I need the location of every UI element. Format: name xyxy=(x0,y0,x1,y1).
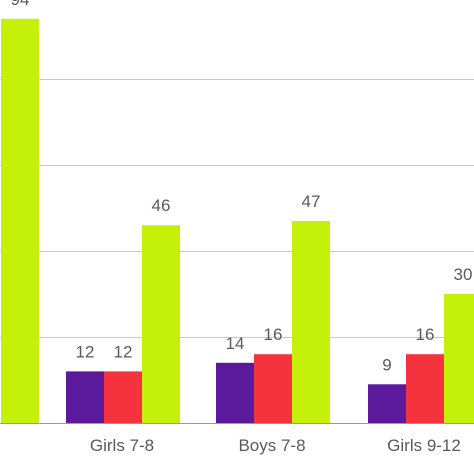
bar-series3-2 xyxy=(292,220,330,423)
bars xyxy=(1,18,474,424)
value-label-series2-1: 12 xyxy=(114,342,133,361)
bar-series2-2 xyxy=(254,354,292,423)
bar-series2-1 xyxy=(104,371,142,423)
bar-series2-3 xyxy=(406,354,444,423)
value-label-series1-1: 12 xyxy=(76,342,95,361)
category-label-3: Girls 9-12 xyxy=(387,436,461,455)
value-label-series2-2: 16 xyxy=(264,325,283,344)
value-label-series3-0: 94 xyxy=(11,0,30,9)
value-label-series3-3: 30 xyxy=(454,265,473,284)
bar-series3-0 xyxy=(1,18,39,424)
value-label-series1-3: 9 xyxy=(382,355,391,374)
gridlines xyxy=(0,79,474,424)
bar-series1-1 xyxy=(66,371,104,423)
value-label-series1-2: 14 xyxy=(226,334,245,353)
category-label-1: Girls 7-8 xyxy=(90,436,154,455)
bar-series3-3 xyxy=(444,294,474,423)
bar-series1-2 xyxy=(216,362,254,423)
category-label-2: Boys 7-8 xyxy=(238,436,305,455)
bar-series1-3 xyxy=(368,384,406,423)
value-label-series3-1: 46 xyxy=(152,196,171,215)
bar-series3-1 xyxy=(142,225,180,423)
value-label-series3-2: 47 xyxy=(302,192,321,211)
value-label-series2-3: 16 xyxy=(416,325,435,344)
value-labels: 12 14 9 12 16 16 94 46 47 30 xyxy=(11,0,473,374)
